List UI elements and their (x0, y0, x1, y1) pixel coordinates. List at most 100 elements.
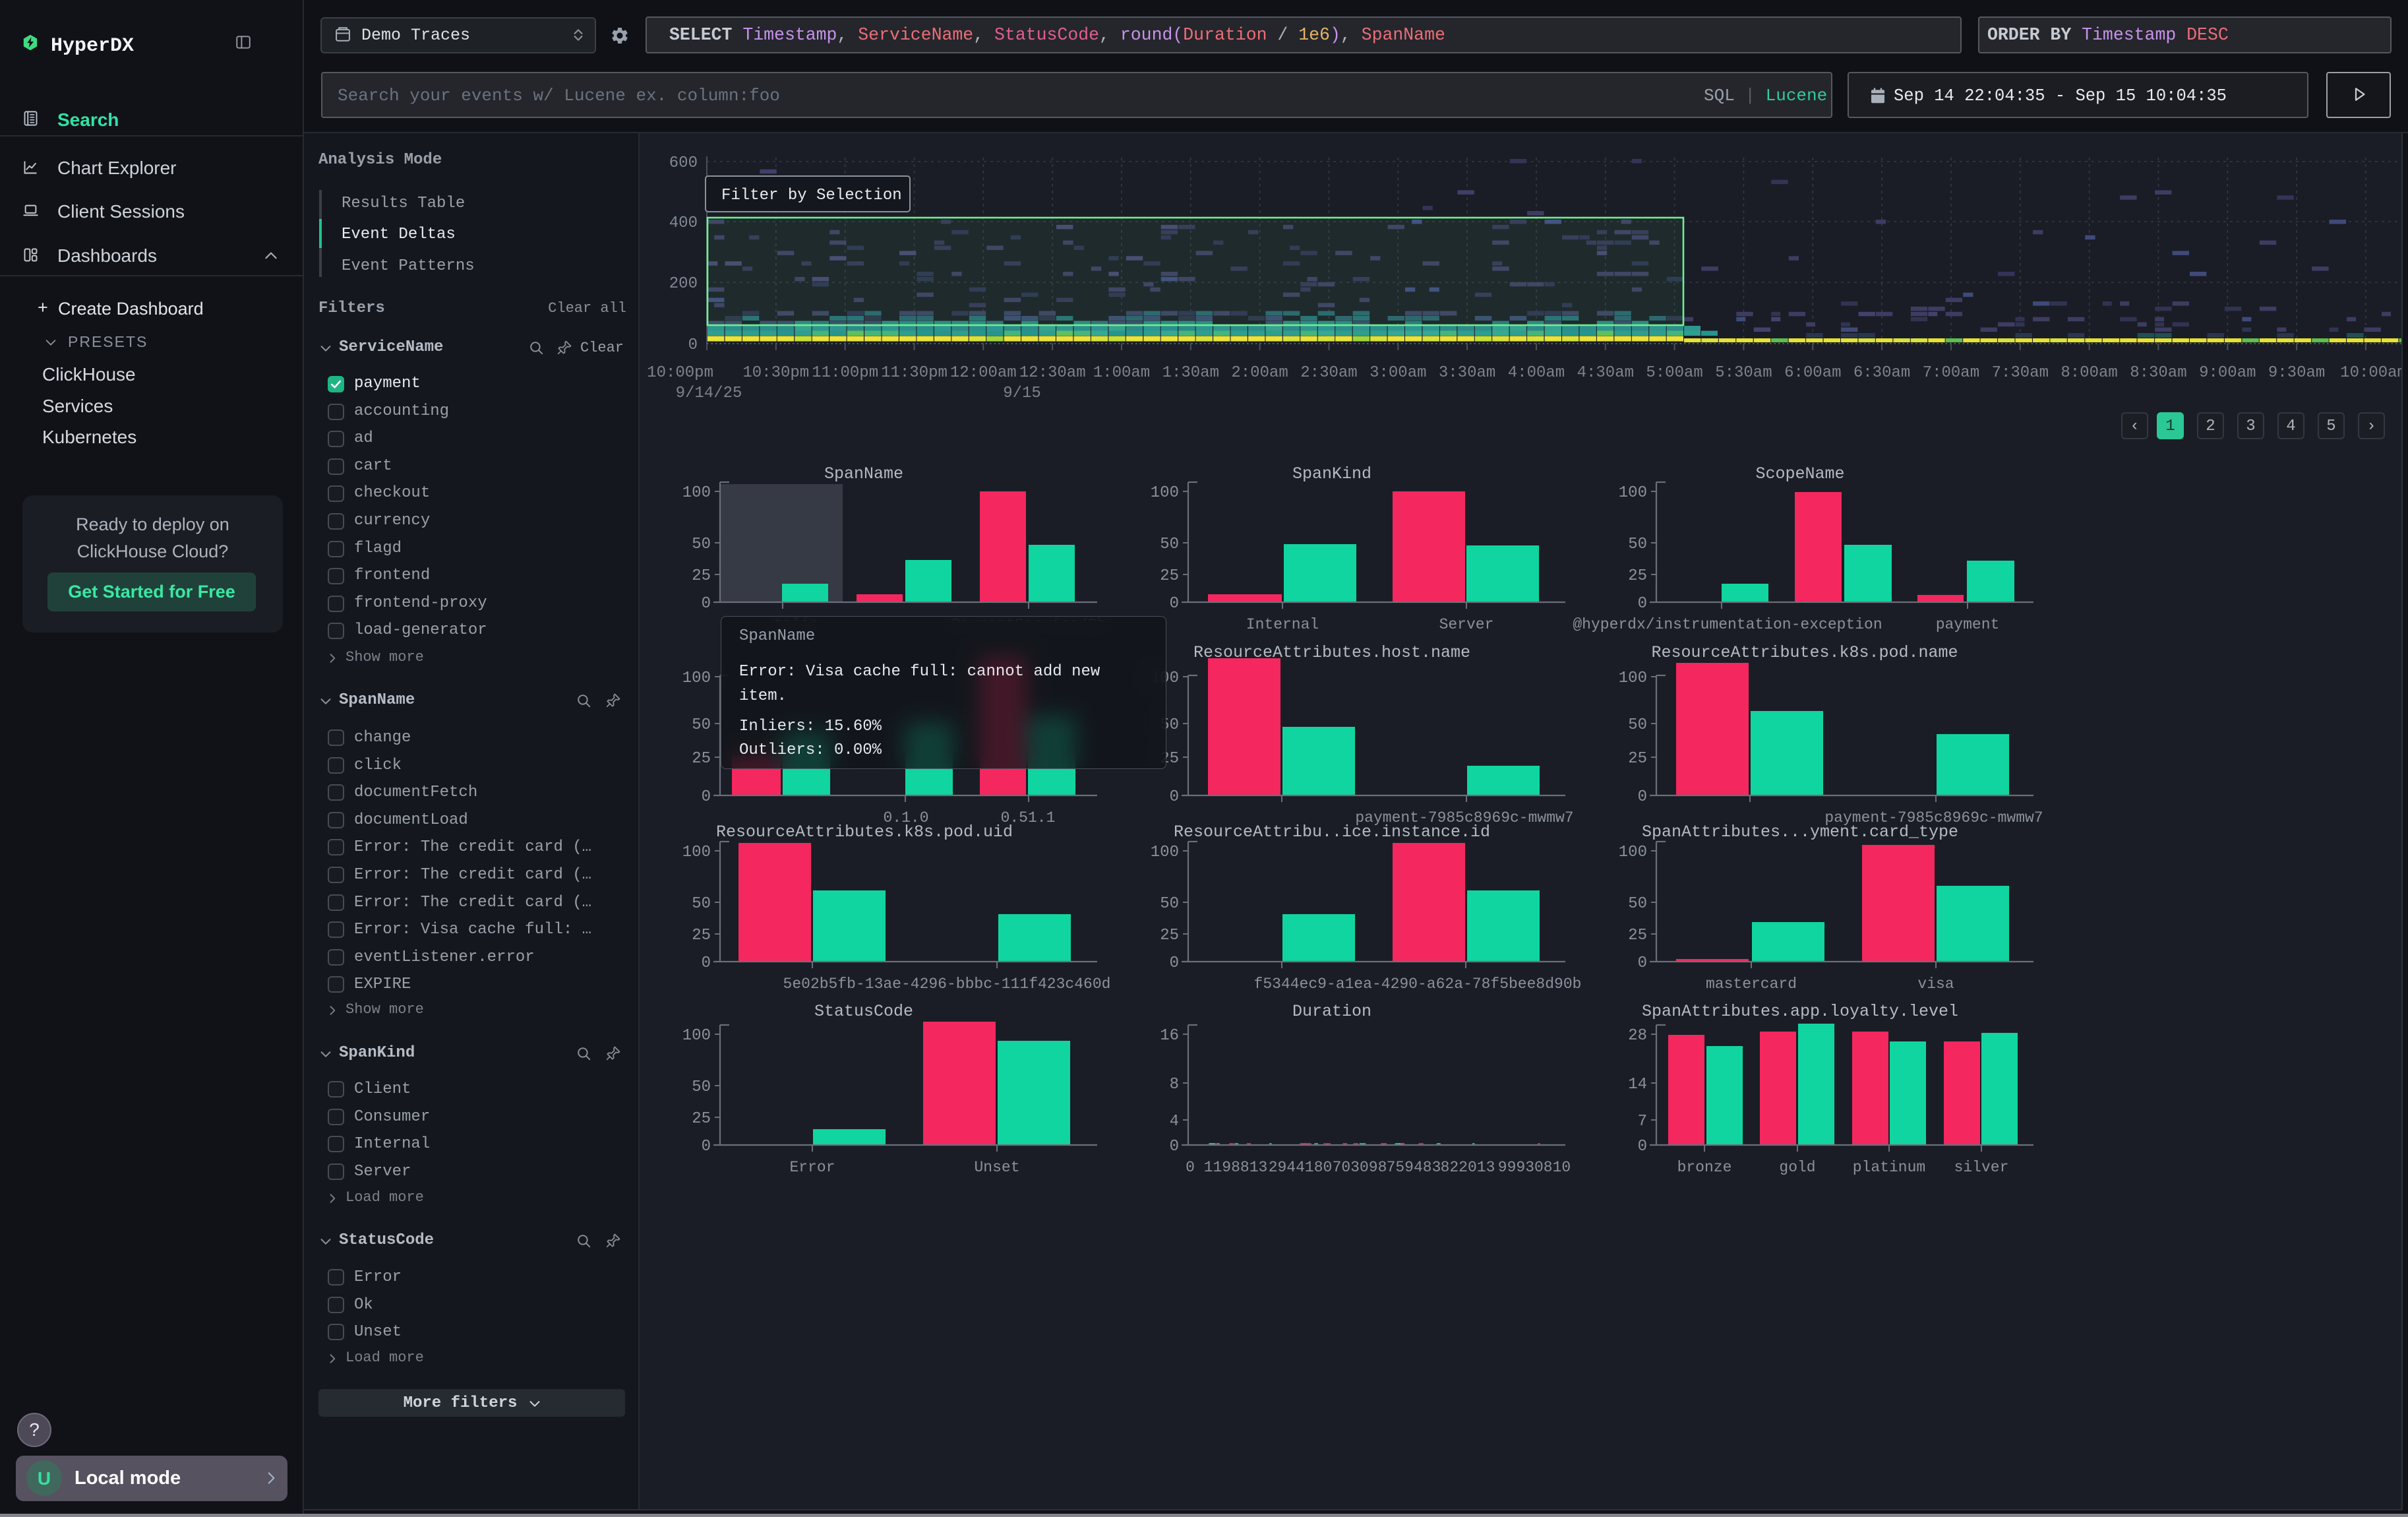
svg-text:Server: Server (1439, 616, 1494, 633)
svg-text:6:00am: 6:00am (1784, 364, 1841, 382)
svg-text:0: 0 (1638, 1138, 1647, 1156)
svg-text:6:30am: 6:30am (1853, 364, 1910, 382)
svg-text:400: 400 (669, 214, 698, 232)
svg-text:50: 50 (1160, 895, 1179, 913)
svg-text:0: 0 (702, 1138, 711, 1156)
svg-text:Error: Error (789, 1159, 835, 1176)
svg-text:9/14/25: 9/14/25 (676, 385, 742, 402)
svg-text:4:00am: 4:00am (1508, 364, 1565, 382)
svg-text:payment-7985c8969c-mwmw7: payment-7985c8969c-mwmw7 (1355, 809, 1573, 826)
svg-text:0.1.0: 0.1.0 (883, 809, 928, 826)
svg-text:100: 100 (682, 669, 711, 687)
svg-text:703098: 703098 (1333, 1159, 1387, 1176)
svg-text:SpanAttributes...yment.card_ty: SpanAttributes...yment.card_type (1642, 822, 1958, 842)
svg-text:759483: 759483 (1387, 1159, 1441, 1176)
svg-text:2:30am: 2:30am (1300, 364, 1357, 382)
svg-text:0: 0 (702, 954, 711, 972)
svg-text:0: 0 (1170, 954, 1179, 972)
svg-text:14: 14 (1628, 1076, 1647, 1094)
svg-text:9/15: 9/15 (1003, 385, 1041, 402)
svg-text:0: 0 (1638, 788, 1647, 806)
svg-text:3:00am: 3:00am (1370, 364, 1426, 382)
svg-text:SpanName: SpanName (824, 464, 903, 483)
svg-text:200: 200 (669, 275, 698, 293)
svg-text:Filter by Selection: Filter by Selection (721, 187, 902, 204)
svg-text:50: 50 (1628, 716, 1647, 734)
svg-text:@hyperdx/instrumentation-excep: @hyperdx/instrumentation-exception (1573, 616, 1882, 633)
svg-text:5e02b5fb-13ae-4296-bbbc-111f42: 5e02b5fb-13ae-4296-bbbc-111f423c460d (783, 975, 1111, 993)
svg-text:25: 25 (692, 567, 711, 585)
svg-text:11:30pm: 11:30pm (881, 364, 948, 382)
svg-text:28: 28 (1628, 1027, 1647, 1045)
svg-text:4: 4 (1170, 1113, 1179, 1130)
svg-text:12:30am: 12:30am (1019, 364, 1086, 382)
svg-text:SpanAttributes.app.loyalty.lev: SpanAttributes.app.loyalty.level (1642, 1002, 1958, 1021)
svg-text:0: 0 (688, 336, 698, 354)
svg-text:11:00pm: 11:00pm (812, 364, 878, 382)
svg-text:0.51.1: 0.51.1 (1001, 809, 1056, 826)
svg-text:ResourceAttribu..ice.instance.: ResourceAttribu..ice.instance.id (1174, 822, 1490, 842)
svg-text:visa: visa (1917, 975, 1954, 993)
svg-text:0: 0 (702, 595, 711, 613)
svg-text:platinum: platinum (1853, 1159, 1925, 1176)
svg-text:50: 50 (692, 895, 711, 913)
svg-text:12:00am: 12:00am (950, 364, 1017, 382)
svg-text:50: 50 (692, 536, 711, 553)
svg-text:25: 25 (1160, 567, 1179, 585)
svg-text:0: 0 (1638, 595, 1647, 613)
svg-text:7:00am: 7:00am (1923, 364, 1979, 382)
svg-text:ResourceAttributes.k8s.pod.uid: ResourceAttributes.k8s.pod.uid (716, 822, 1013, 842)
svg-text:payment-7985c8969c-mwmw7: payment-7985c8969c-mwmw7 (1824, 809, 2043, 826)
svg-text:silver: silver (1954, 1159, 2009, 1176)
svg-text:ScopeName: ScopeName (1755, 464, 1844, 483)
svg-text:1198813: 1198813 (1204, 1159, 1268, 1176)
svg-text:100: 100 (682, 1027, 711, 1045)
svg-text:10:00am: 10:00am (2340, 364, 2407, 382)
svg-text:7:30am: 7:30am (1992, 364, 2049, 382)
svg-text:25: 25 (692, 750, 711, 768)
svg-text:100: 100 (1151, 484, 1179, 502)
svg-text:9:30am: 9:30am (2268, 364, 2325, 382)
svg-text:Internal: Internal (1246, 616, 1319, 633)
svg-text:1:30am: 1:30am (1162, 364, 1219, 382)
svg-text:gold: gold (1779, 1159, 1815, 1176)
svg-text:4:30am: 4:30am (1577, 364, 1634, 382)
svg-text:8:30am: 8:30am (2130, 364, 2186, 382)
svg-text:7: 7 (1638, 1113, 1647, 1130)
svg-text:StatusCode: StatusCode (814, 1002, 913, 1021)
svg-text:25: 25 (1628, 927, 1647, 944)
svg-text:8:00am: 8:00am (2061, 364, 2117, 382)
svg-text:16: 16 (1160, 1027, 1179, 1045)
svg-text:Duration: Duration (1292, 1002, 1371, 1021)
svg-text:25: 25 (1628, 750, 1647, 768)
svg-text:100: 100 (1151, 844, 1179, 861)
svg-text:50: 50 (692, 716, 711, 734)
svg-text:25: 25 (692, 1110, 711, 1128)
svg-text:25: 25 (1628, 567, 1647, 585)
svg-text:bronze: bronze (1677, 1159, 1732, 1176)
svg-text:2:00am: 2:00am (1231, 364, 1288, 382)
svg-text:2944180: 2944180 (1269, 1159, 1333, 1176)
svg-text:10:30pm: 10:30pm (742, 364, 809, 382)
svg-text:10:00pm: 10:00pm (647, 364, 713, 382)
svg-text:25: 25 (692, 927, 711, 944)
svg-text:0: 0 (1186, 1159, 1195, 1176)
svg-text:100: 100 (1619, 844, 1647, 861)
svg-text:50: 50 (1628, 895, 1647, 913)
svg-text:0: 0 (702, 788, 711, 806)
svg-text:9:00am: 9:00am (2199, 364, 2256, 382)
svg-text:1:00am: 1:00am (1093, 364, 1150, 382)
svg-text:100: 100 (1619, 669, 1647, 687)
svg-text:0: 0 (1170, 1138, 1179, 1156)
svg-text:5:00am: 5:00am (1646, 364, 1702, 382)
svg-text:Unset: Unset (974, 1159, 1019, 1176)
svg-text:822013: 822013 (1441, 1159, 1495, 1176)
svg-text:100: 100 (682, 484, 711, 502)
svg-text:ResourceAttributes.k8s.pod.nam: ResourceAttributes.k8s.pod.name (1651, 643, 1958, 662)
svg-text:mastercard: mastercard (1706, 975, 1797, 993)
svg-text:50: 50 (1628, 536, 1647, 553)
svg-text:50: 50 (1160, 536, 1179, 553)
svg-text:5:30am: 5:30am (1715, 364, 1772, 382)
svg-text:SpanKind: SpanKind (1292, 464, 1371, 483)
svg-text:3:30am: 3:30am (1439, 364, 1495, 382)
